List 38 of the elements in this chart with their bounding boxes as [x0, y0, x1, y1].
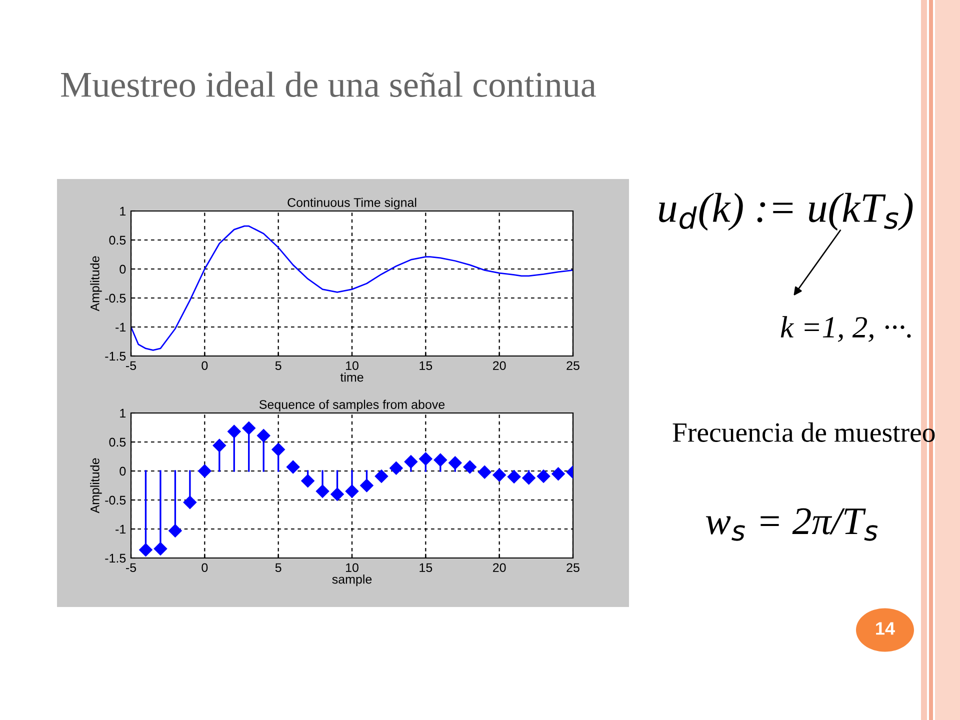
x-tick-label: 5 [275, 563, 282, 572]
x-tick-label: 10 [346, 361, 358, 370]
y-tick-label: 0 [120, 264, 126, 274]
y-tick-label: -1 [116, 524, 126, 534]
y-tick-label: 0.5 [109, 438, 126, 447]
x-tick-label: 15 [420, 563, 432, 572]
x-tick-label: 0 [202, 361, 208, 370]
y-tick-label: -0.5 [105, 496, 126, 505]
x-tick-label: 25 [566, 361, 580, 370]
x-tick-label: 10 [346, 563, 358, 572]
y-axis-title: Amplitude [90, 256, 102, 312]
y-tick-label: -1 [116, 322, 126, 332]
text: Muestreo ideal de una señal continua [61, 72, 596, 98]
y-tick-label: -1.5 [105, 554, 126, 563]
y-tick-label: 1 [120, 206, 126, 216]
text: Frecuencia de muestreo [672, 422, 935, 442]
x-tick-label: -5 [126, 361, 136, 370]
x-tick-label: 15 [420, 361, 432, 370]
y-axis-title: Amplitude [90, 458, 102, 514]
y-tick-label: 0 [120, 466, 126, 476]
x-axis-title: sample [332, 574, 372, 586]
y-tick-label: 0.5 [109, 236, 126, 245]
y-tick-label: 1 [120, 408, 126, 418]
x-tick-label: 0 [202, 563, 208, 572]
x-tick-label: 20 [493, 361, 506, 370]
x-tick-label: 5 [275, 361, 282, 370]
y-tick-label: -0.5 [105, 294, 126, 303]
y-tick-label: -1.5 [105, 352, 126, 361]
text: u$_{d}$(k) := u(kT$_{s}$) [659, 192, 913, 231]
chart-title: Sequence of samples from above [259, 400, 445, 412]
x-axis-title: time [340, 372, 364, 382]
x-tick-label: 25 [566, 563, 580, 572]
text: 14 [876, 622, 895, 635]
chart-title: Continuous Time signal [288, 198, 416, 210]
x-tick-label: -5 [126, 563, 136, 572]
text: w$_{s}$ = 2π/T$_{s}$ [706, 508, 878, 541]
text: k =1, 2, ···. [780, 316, 911, 342]
x-tick-label: 20 [493, 563, 506, 572]
